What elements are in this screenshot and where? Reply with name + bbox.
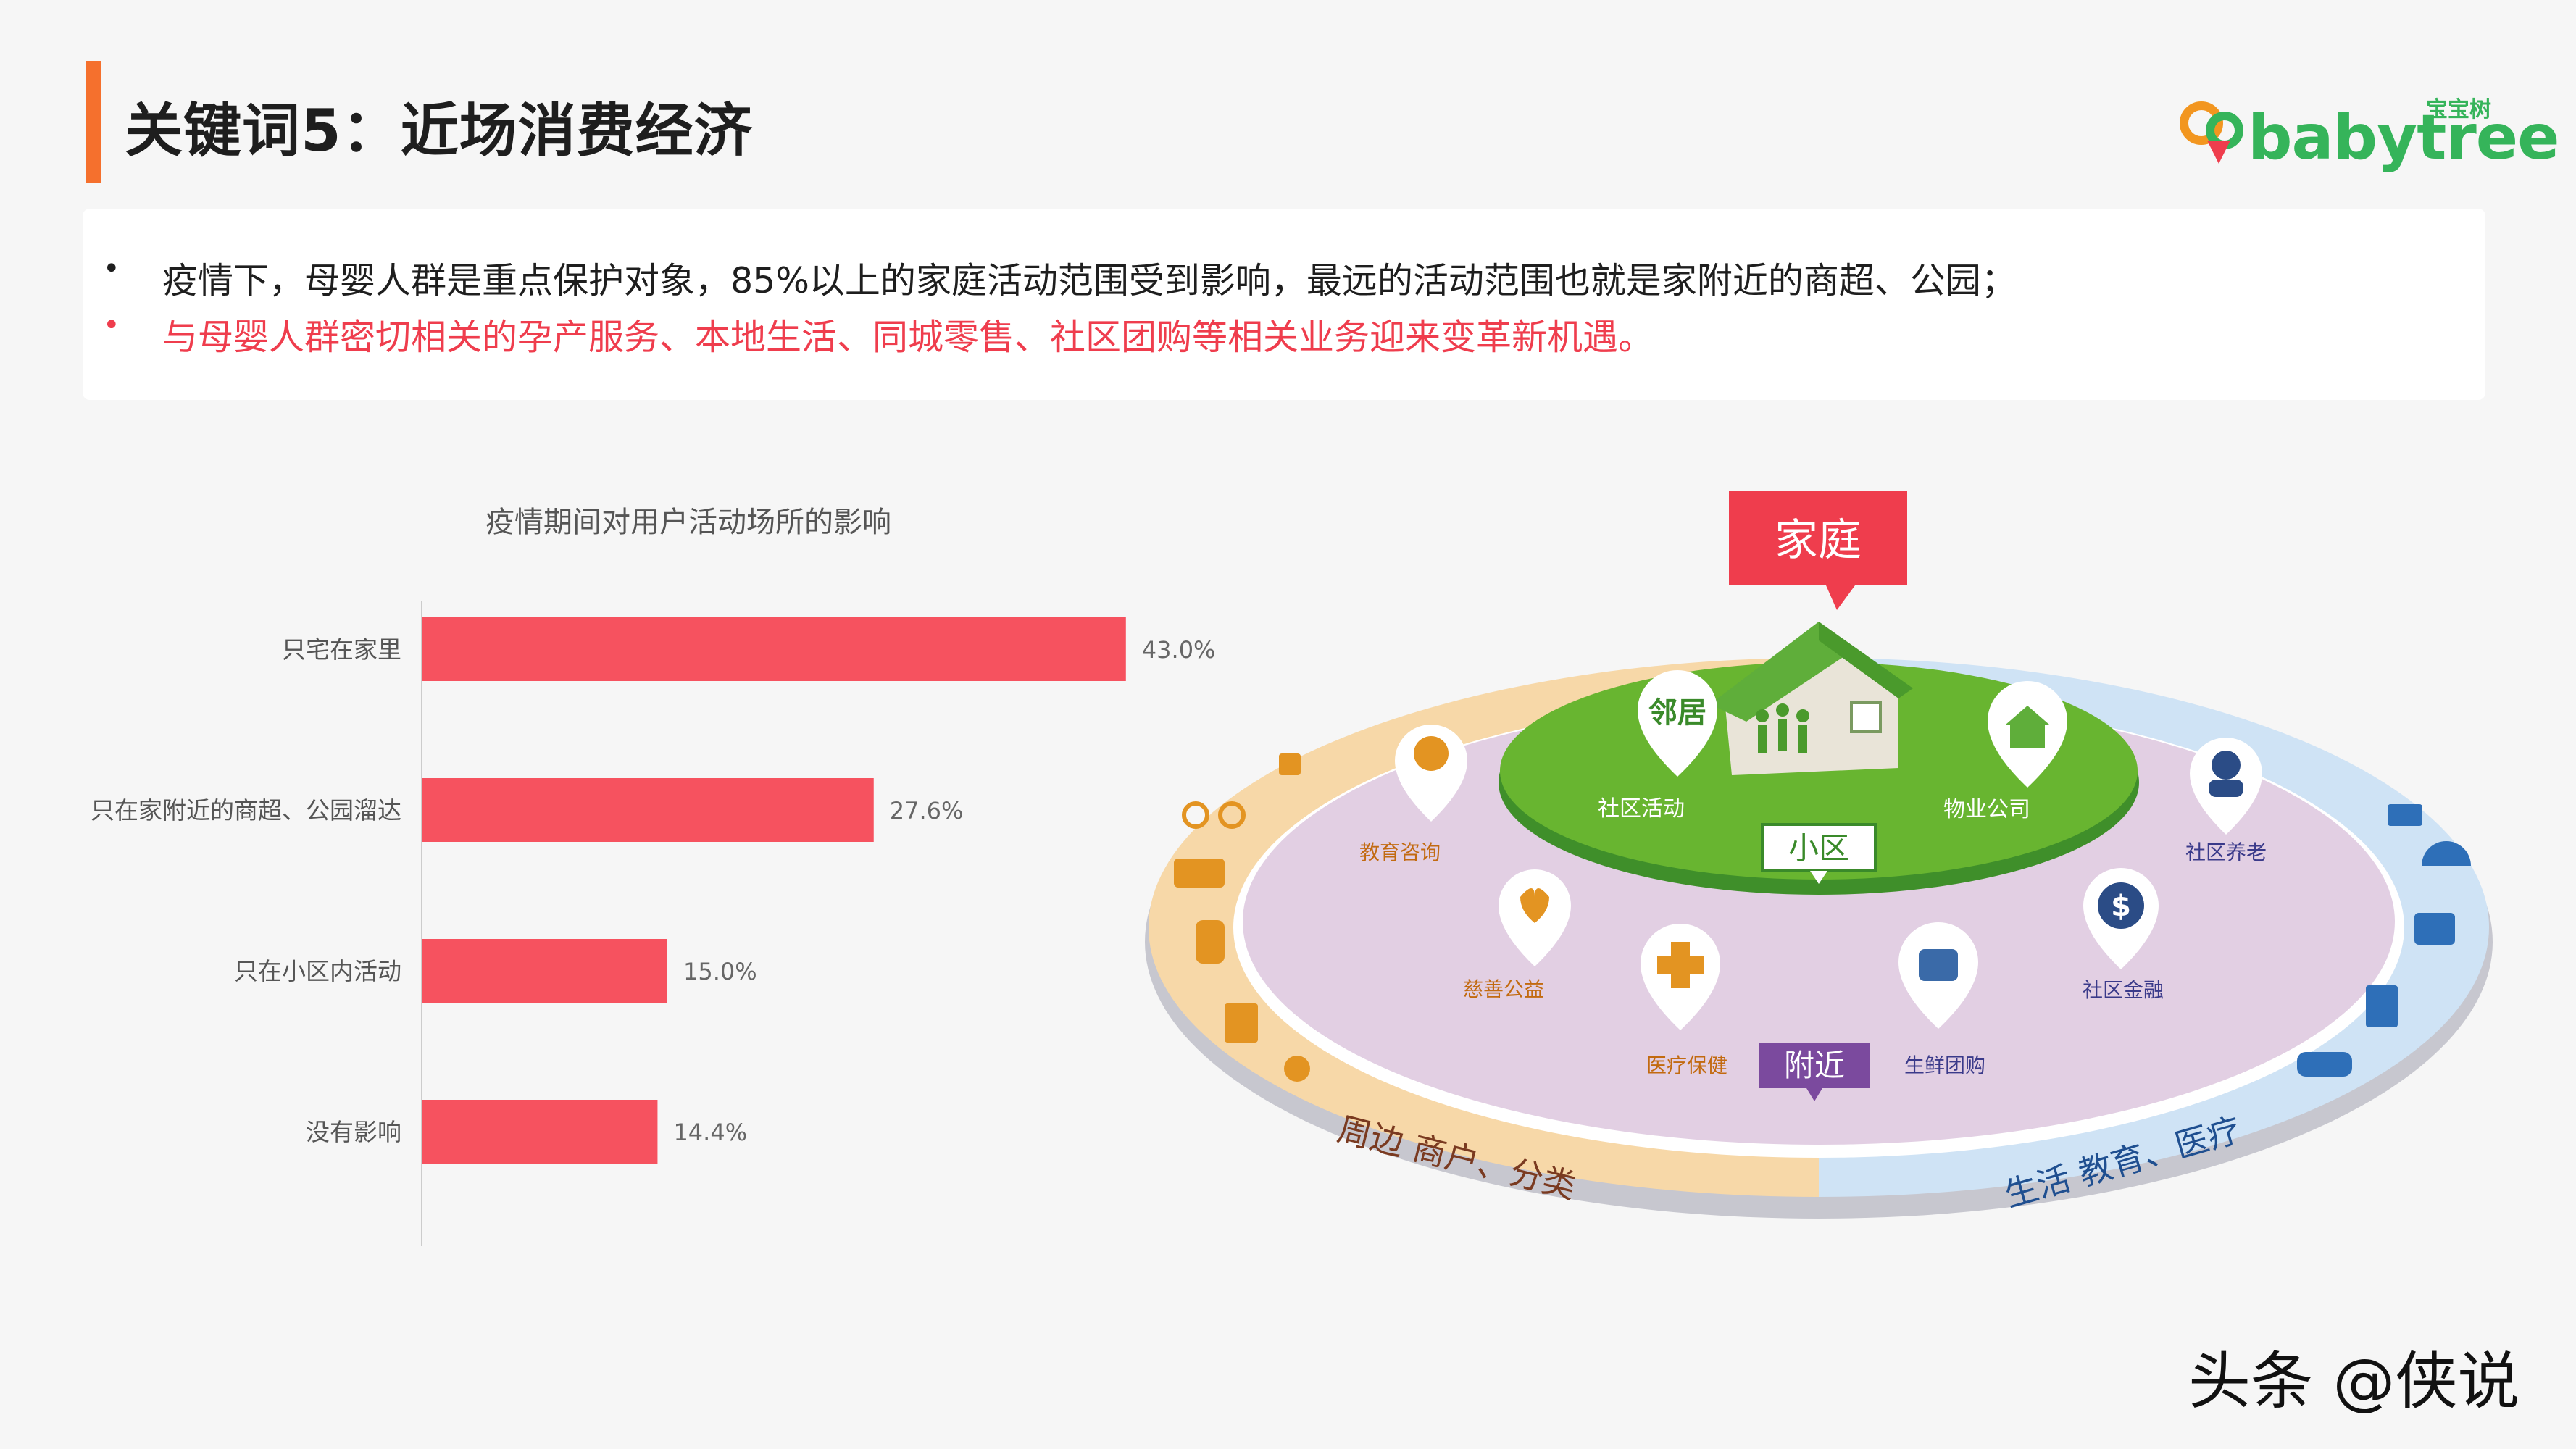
outer-left-icons xyxy=(1174,753,1310,1082)
data-label: 43.0% xyxy=(1142,636,1216,664)
logo-text-en: babytree xyxy=(2248,101,2559,174)
logo-text-cn: 宝宝树 xyxy=(2426,97,2491,122)
outer-right-icons xyxy=(2297,804,2471,1077)
finance-sign: $ xyxy=(2111,890,2131,923)
charity-label: 慈善公益 xyxy=(1463,977,1544,1001)
home-label-box xyxy=(1729,491,1907,585)
house-icon xyxy=(1710,622,1913,775)
property-pin xyxy=(1988,681,2067,788)
elderly-care-label: 社区养老 xyxy=(2185,840,2267,864)
neighbor-label: 邻居 xyxy=(1648,696,1706,730)
data-label: 15.0% xyxy=(683,958,757,985)
bullet-text: 疫情下，母婴人群是重点保护对象，85%以上的家庭活动范围受到影响，最远的活动范围… xyxy=(162,260,2017,301)
data-label: 14.4% xyxy=(673,1119,747,1146)
community-finance-pin xyxy=(2083,868,2159,969)
bullet-text: 与母婴人群密切相关的孕产服务、本地生活、同城零售、社区团购等相关业务迎来变革新机… xyxy=(162,317,1654,358)
watermark: 头条 @侠说 xyxy=(2188,1345,2520,1418)
chart-title: 疫情期间对用户活动场所的影响 xyxy=(485,506,891,539)
activity-ring-diagram: 家庭 邻居 社区活动 物业公司 小区 教育咨询 慈善公益 医疗保健 xyxy=(1145,491,2493,1219)
nearby-label: 附近 xyxy=(1784,1048,1845,1083)
elderly-care-pin xyxy=(2190,738,2262,835)
bar xyxy=(422,939,667,1003)
bullet-item: • 疫情下，母婴人群是重点保护对象，85%以上的家庭活动范围受到影响，最远的活动… xyxy=(103,252,2017,304)
nearby-label-box xyxy=(1759,1043,1870,1088)
home-label: 家庭 xyxy=(1775,515,1862,566)
category-label: 只宅在家里 xyxy=(282,635,401,664)
medical-care-label: 医疗保健 xyxy=(1646,1053,1727,1077)
nearby-label-pointer xyxy=(1806,1088,1822,1101)
fresh-group-buy-pin xyxy=(1898,922,1978,1029)
property-company-label: 物业公司 xyxy=(1943,797,2030,822)
title-accent-bar xyxy=(86,61,101,183)
education-consult-label: 教育咨询 xyxy=(1359,840,1441,864)
education-consult-pin xyxy=(1395,724,1467,822)
category-label: 只在小区内活动 xyxy=(234,957,401,985)
community-finance-label: 社区金融 xyxy=(2083,978,2164,1002)
category-label: 没有影响 xyxy=(306,1118,401,1146)
bar xyxy=(422,778,874,842)
logo-icon xyxy=(2180,101,2243,164)
info-box: • 疫情下，母婴人群是重点保护对象，85%以上的家庭活动范围受到影响，最远的活动… xyxy=(83,209,2485,400)
community-label-pointer xyxy=(1810,871,1827,884)
bars-group: 只宅在家里 43.0% 只在家附近的商超、公园溜达 27.6% 只在小区内活动 15.0%… xyxy=(91,617,1215,1164)
bullet-dot: • xyxy=(103,252,120,285)
medical-care-pin xyxy=(1641,924,1720,1030)
bar xyxy=(422,617,1126,681)
community-activity-label: 社区活动 xyxy=(1598,796,1685,822)
fresh-group-buy-label: 生鲜团购 xyxy=(1904,1053,1985,1077)
bar xyxy=(422,1100,658,1164)
data-label: 27.6% xyxy=(890,797,964,824)
bullet-dot: • xyxy=(103,309,120,342)
page-title: 关键词5：近场消费经济 xyxy=(125,97,753,164)
bullet-item-highlight: • 与母婴人群密切相关的孕产服务、本地生活、同城零售、社区团购等相关业务迎来变革… xyxy=(103,309,1654,360)
charity-pin xyxy=(1499,869,1571,966)
bar-chart: 疫情期间对用户活动场所的影响 只宅在家里 43.0% 只在家附近的商超、公园溜达 27… xyxy=(91,506,1215,1246)
babytree-logo: babytree 宝宝树 xyxy=(2174,87,2559,174)
neighbor-pin xyxy=(1638,670,1717,777)
category-label: 只在家附近的商超、公园溜达 xyxy=(91,796,401,824)
community-label: 小区 xyxy=(1788,830,1849,866)
home-label-pointer xyxy=(1826,585,1855,610)
